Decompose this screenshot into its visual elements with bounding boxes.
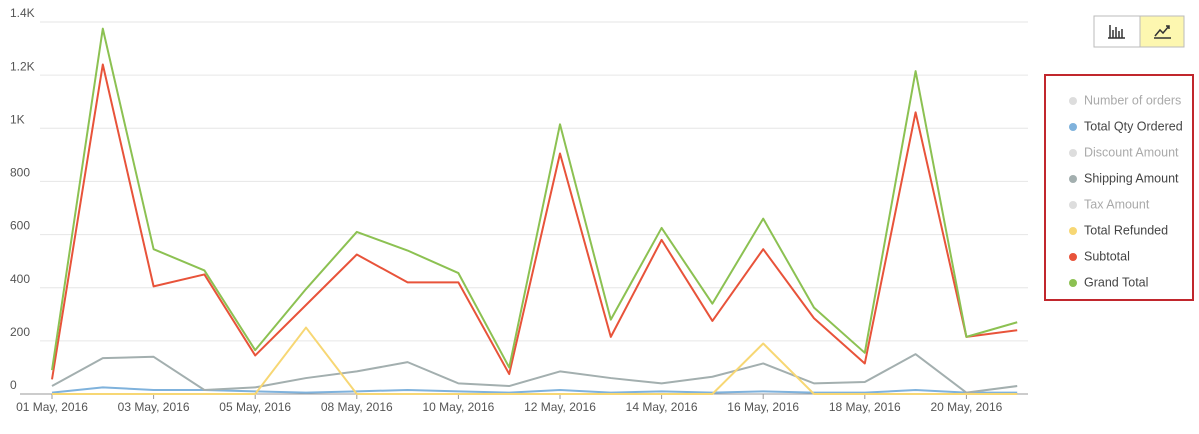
chart-type-line-button[interactable] xyxy=(1139,15,1185,48)
legend-label: Discount Amount xyxy=(1084,145,1179,159)
y-tick-label: 1.2K xyxy=(10,59,35,73)
legend-label: Number of orders xyxy=(1084,93,1181,107)
legend-dot xyxy=(1069,175,1077,183)
x-tick-label: 10 May, 2016 xyxy=(422,400,494,414)
y-tick-label: 1K xyxy=(10,112,25,126)
legend-dot xyxy=(1069,97,1077,105)
x-tick-label: 20 May, 2016 xyxy=(930,400,1002,414)
legend-dot xyxy=(1069,227,1077,235)
legend-dot xyxy=(1069,279,1077,287)
y-tick-label: 600 xyxy=(10,219,30,233)
legend-dot xyxy=(1069,123,1077,131)
chart-type-bar-button[interactable] xyxy=(1093,15,1141,48)
button-frame xyxy=(1093,15,1141,48)
x-tick-label: 01 May, 2016 xyxy=(16,400,88,414)
legend-label: Subtotal xyxy=(1084,249,1130,263)
legend-dot xyxy=(1069,201,1077,209)
legend-label: Total Qty Ordered xyxy=(1084,119,1183,133)
series-line xyxy=(51,63,1018,380)
y-tick-label: 200 xyxy=(10,325,30,339)
x-tick-label: 08 May, 2016 xyxy=(321,400,393,414)
legend-dot xyxy=(1069,253,1077,261)
y-tick-label: 800 xyxy=(10,166,30,180)
x-tick-label: 12 May, 2016 xyxy=(524,400,596,414)
x-tick-label: 18 May, 2016 xyxy=(829,400,901,414)
line-icon xyxy=(1154,25,1171,39)
series-line xyxy=(51,353,1018,394)
legend-highlight xyxy=(1044,74,1194,301)
y-tick-label: 0 xyxy=(10,378,17,392)
bar-icon xyxy=(1108,25,1125,39)
series-line xyxy=(52,326,1018,395)
x-tick-label: 05 May, 2016 xyxy=(219,400,291,414)
y-tick-label: 1.4K xyxy=(10,6,35,20)
legend-dot xyxy=(1069,149,1077,157)
x-tick-label: 03 May, 2016 xyxy=(118,400,190,414)
series-line xyxy=(51,386,1018,394)
legend-label: Grand Total xyxy=(1084,275,1148,289)
legend-label: Total Refunded xyxy=(1084,223,1168,237)
y-tick-label: 400 xyxy=(10,272,30,286)
x-tick-label: 14 May, 2016 xyxy=(626,400,698,414)
legend: Number of orders Total Qty Ordered Discoun… xyxy=(1069,93,1183,289)
legend-label: Tax Amount xyxy=(1084,197,1150,211)
x-tick-label: 16 May, 2016 xyxy=(727,400,799,414)
series-line xyxy=(51,27,1018,371)
legend-label: Shipping Amount xyxy=(1084,171,1179,185)
